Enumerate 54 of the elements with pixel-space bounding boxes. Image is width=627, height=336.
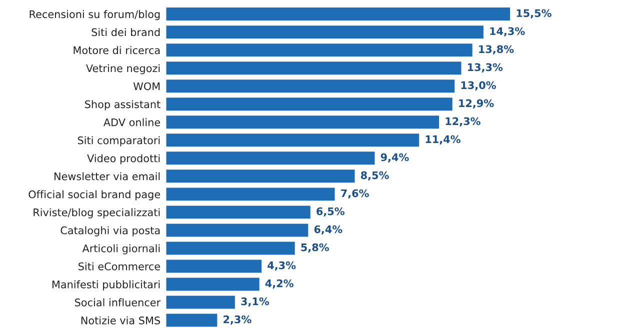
y-tick-label: Riviste/blog specializzati (34, 208, 160, 218)
bar (166, 278, 260, 291)
data-label: 13,0% (461, 81, 496, 90)
y-tick-label: Recensioni su forum/blog (30, 10, 160, 20)
bar (166, 80, 455, 93)
bar (166, 134, 420, 147)
bar (166, 8, 510, 21)
y-tick-label: Notizie via SMS (81, 316, 160, 324)
y-tick-label: Shop assistant (85, 100, 160, 110)
bar (166, 62, 462, 75)
data-label: 7,6% (341, 189, 369, 199)
y-tick-label: Motore di ricerca (74, 46, 160, 54)
y-tick-label: Newsletter via email (54, 172, 160, 180)
bar (166, 98, 452, 111)
bar (166, 260, 262, 273)
data-label: 15,5% (516, 9, 552, 18)
data-label: 6,4% (314, 225, 342, 235)
data-label: 12,9% (459, 99, 494, 108)
data-label: 4,3% (268, 261, 296, 271)
y-tick-label: Siti eCommerce (78, 262, 160, 270)
y-tick-label: ADV online (104, 118, 160, 126)
bar (166, 314, 218, 327)
data-label: 13,3% (468, 63, 503, 72)
bar (166, 296, 235, 309)
bar (166, 170, 355, 183)
data-label: 3,1% (241, 297, 270, 307)
bar (166, 224, 308, 237)
bar (166, 206, 310, 219)
data-label: 5,8% (301, 243, 329, 253)
data-label: 11,4% (426, 135, 460, 144)
y-tick-label: Articoli giornali (82, 244, 160, 254)
y-tick-label: Video prodotti (87, 154, 160, 164)
y-tick-label: Official social brand page (28, 190, 160, 200)
data-label: 6,5% (316, 207, 344, 217)
data-label: 12,3% (446, 117, 480, 126)
y-tick-label: WOM (133, 82, 160, 90)
bar (166, 152, 375, 165)
y-tick-label: Vetrine negozi (86, 64, 160, 74)
data-label: 4,2% (265, 279, 294, 289)
data-label: 8,5% (360, 171, 389, 181)
data-label: 9,4% (380, 153, 409, 163)
bar (166, 44, 472, 57)
y-tick-label: Siti dei brand (92, 28, 160, 36)
bar (166, 26, 484, 39)
y-tick-label: Social influencer (75, 298, 161, 306)
data-label: 2,3% (224, 315, 252, 325)
y-tick-label: Manifesti pubblicitari (52, 280, 160, 290)
bar (166, 242, 295, 255)
data-label: 14,3% (490, 27, 525, 36)
bar (166, 188, 335, 201)
y-tick-label: Cataloghi via posta (60, 226, 160, 236)
data-label: 13,8% (479, 45, 514, 54)
bar (166, 116, 440, 129)
y-tick-label: Siti comparatori (78, 136, 160, 146)
